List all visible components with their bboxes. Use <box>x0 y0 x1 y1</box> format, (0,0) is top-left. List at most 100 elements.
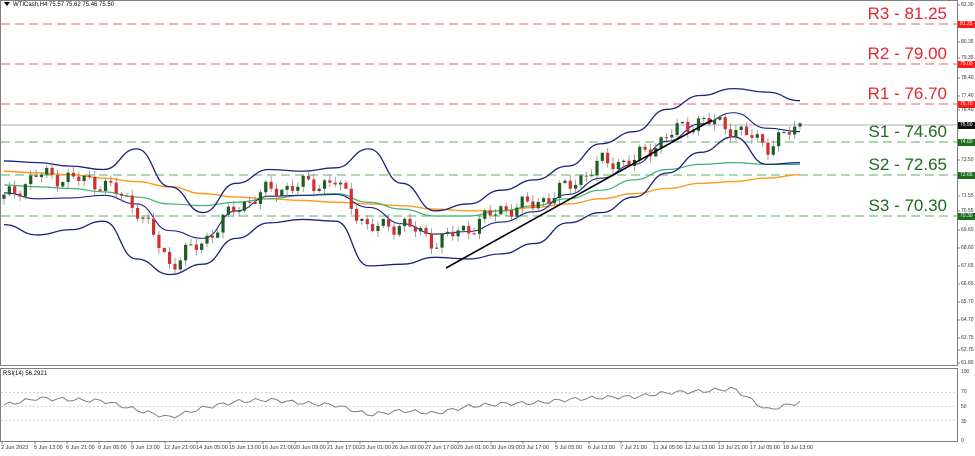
uptrend-line <box>445 119 713 269</box>
candle-bear <box>627 160 631 166</box>
candle-bear <box>248 201 252 203</box>
candle-bull <box>317 188 321 192</box>
time-axis-label: 21 Jun 17:00 <box>327 445 359 451</box>
candle-bull <box>541 198 546 202</box>
candle-bear <box>50 167 54 175</box>
candle-bear <box>232 206 236 213</box>
candle-bull <box>590 175 594 177</box>
candle-bull <box>23 184 27 197</box>
candle-bear <box>371 224 375 232</box>
candle-bull <box>445 231 450 234</box>
level-label-r3: R3 - 81.25 <box>867 4 947 23</box>
candle-bull <box>793 126 797 135</box>
price-tag-s2: 72.65 <box>958 172 975 179</box>
candle-bear <box>429 234 433 249</box>
candle-bull <box>622 160 626 163</box>
candle-bear <box>643 146 647 150</box>
candle-bear <box>210 235 214 238</box>
candle-bull <box>264 181 268 193</box>
candle-bull <box>456 230 460 237</box>
time-axis-label: 14 Jun 05:00 <box>196 445 228 451</box>
candle-bear <box>413 226 417 232</box>
rsi-axis-label: 70 <box>961 389 967 395</box>
candle-bull <box>381 218 385 226</box>
candle-bull <box>141 217 145 219</box>
time-axis-label: 11 Jul 05:00 <box>653 445 683 451</box>
candle-bear <box>71 172 76 177</box>
candle-bear <box>333 182 337 185</box>
candle-bull <box>376 225 380 232</box>
candle-bull <box>702 118 706 120</box>
candle-bull <box>461 225 466 231</box>
price-tag-r3: 81.25 <box>958 21 975 28</box>
dropdown-triangle-icon[interactable] <box>4 2 10 7</box>
candle-bull <box>200 243 204 250</box>
candle-bull <box>29 175 33 185</box>
candle-bull <box>712 119 717 125</box>
candle-bear <box>135 207 140 219</box>
time-axis-label: 16 Jun 21:00 <box>262 445 294 451</box>
candle-bull <box>680 121 685 124</box>
time-axis-label: 6 Jul 13:00 <box>588 445 615 451</box>
candle-bull <box>574 184 578 189</box>
candle-bull <box>552 198 556 204</box>
rsi-pane-frame <box>0 368 958 442</box>
candle-bull <box>755 134 759 138</box>
bollinger-middle <box>3 112 801 239</box>
candle-bear <box>509 210 514 217</box>
rsi-label: RSI(14) 56.2921 <box>3 371 48 377</box>
level-label-s1: S1 - 74.60 <box>868 122 947 141</box>
candle-bear <box>168 251 172 264</box>
candle-bear <box>488 210 492 216</box>
candle-bear <box>611 163 615 170</box>
candle-bull <box>595 160 599 176</box>
candle-bear <box>766 142 770 155</box>
candle-bear <box>525 196 530 202</box>
ohlc-values: 75.57 75.62 75.46 75.50 <box>49 2 115 8</box>
candle-bull <box>771 146 775 155</box>
price-tag-s1: 74.60 <box>958 139 975 146</box>
candle-bear <box>274 188 279 197</box>
candle-bear <box>472 233 476 235</box>
price-axis-label: 61.80 <box>961 360 974 366</box>
rsi-axis-label: 30 <box>961 419 967 425</box>
candle-bull <box>734 129 738 138</box>
candle-bull <box>66 172 70 183</box>
time-axis-label: 17 Jul 05:00 <box>750 445 780 451</box>
time-axis-label: 15 Jun 13:00 <box>229 445 261 451</box>
candle-bull <box>360 218 364 221</box>
price-axis-label: 78.40 <box>961 75 974 81</box>
candle-bear <box>157 234 161 249</box>
candle-bull <box>403 218 407 227</box>
candle-bull <box>520 196 524 208</box>
candle-bear <box>18 193 22 197</box>
moving-average-slow <box>3 170 801 212</box>
time-axis-label: 5 Jun 13:00 <box>34 445 63 451</box>
candle-bull <box>103 180 108 191</box>
time-axis-label: 18 Jul 13:00 <box>783 445 813 451</box>
time-axis-label: 12 Jun 21:00 <box>164 445 196 451</box>
candle-bull <box>237 210 241 213</box>
candle-bull <box>616 162 620 170</box>
candle-bear <box>547 198 551 204</box>
candle-bear <box>87 175 92 177</box>
price-axis-label: 71.55 <box>961 193 974 199</box>
candle-bear <box>162 248 166 252</box>
moving-average-fast <box>3 162 800 217</box>
candle-bear <box>55 174 60 187</box>
rsi-axis-label: 50 <box>961 404 967 410</box>
candle-bull <box>301 175 305 187</box>
time-axis-label: 5 Jul 05:00 <box>555 445 582 451</box>
price-axis-label: 62.75 <box>961 347 974 353</box>
candle-bear <box>77 176 81 182</box>
candle-bear <box>424 227 428 235</box>
price-axis-label: 68.60 <box>961 245 974 251</box>
price-axis-label: 73.50 <box>961 157 974 163</box>
bollinger-lower <box>3 136 801 276</box>
time-axis-label: 26 Jun 09:00 <box>392 445 424 451</box>
price-axis-label: 65.70 <box>961 299 974 305</box>
candle-bull <box>280 189 284 197</box>
candle-bull <box>798 123 802 127</box>
candle-bear <box>451 231 455 237</box>
